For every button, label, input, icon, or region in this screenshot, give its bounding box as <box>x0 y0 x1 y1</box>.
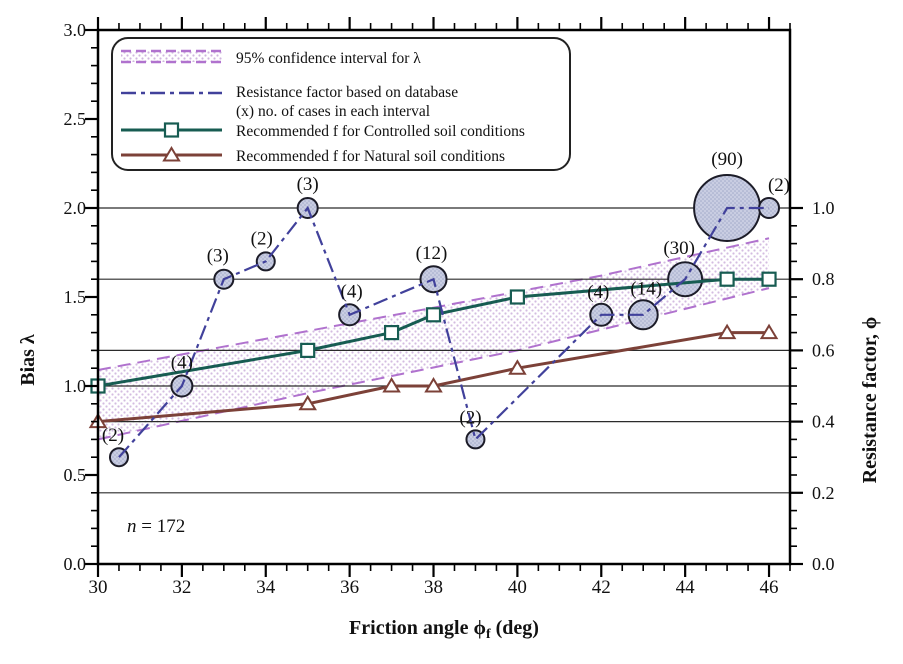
database-count-label: (2) <box>251 228 273 249</box>
x-tick-label: 40 <box>508 577 527 598</box>
database-count-label: (4) <box>171 353 193 374</box>
natural-marker <box>759 323 779 340</box>
y-right-tick-label: 1.0 <box>812 198 835 218</box>
y-axis-title-left: Bias λ <box>17 334 39 386</box>
legend-band-swatch <box>121 51 222 62</box>
controlled-marker <box>761 271 777 287</box>
database-count-label: (3) <box>297 174 319 195</box>
y-right-tick-label: 0.8 <box>812 269 835 289</box>
confidence-band-lower-edge <box>97 287 770 441</box>
y-axis-title-right: Resistance factor, ϕ <box>859 317 881 484</box>
legend-label-controlled: Recommended f for Controlled soil condit… <box>236 123 525 140</box>
controlled-marker <box>300 342 316 358</box>
sample-size-annotation: n = 172 <box>127 516 185 537</box>
x-tick-label: 30 <box>89 577 108 598</box>
natural-marker <box>424 377 443 393</box>
controlled-marker <box>383 325 400 341</box>
database-count-label: (4) <box>587 282 609 303</box>
y-left-tick-label: 2.0 <box>64 198 87 218</box>
database-count-label: (2) <box>102 425 124 446</box>
x-tick-label: 34 <box>256 577 276 598</box>
controlled-marker <box>425 307 442 323</box>
y-left-tick-label: 1.5 <box>64 287 87 307</box>
database-count-label: (3) <box>207 246 229 267</box>
y-right-tick-label: 0.2 <box>812 483 835 503</box>
legend-label-database-2: (x) no. of cases in each interval <box>236 103 430 120</box>
axis-ticks <box>85 17 803 577</box>
controlled-series <box>90 271 777 394</box>
controlled-marker <box>719 271 735 287</box>
x-tick-label: 36 <box>340 577 359 598</box>
legend: 95% confidence interval for λ Resistance … <box>111 37 571 171</box>
natural-marker <box>717 323 737 340</box>
database-line <box>118 205 770 458</box>
legend-controlled-marker <box>163 122 180 138</box>
legend-label-database: Resistance factor based on database <box>236 84 458 101</box>
x-tick-label: 38 <box>424 577 443 598</box>
database-count-label: (2) <box>459 407 481 428</box>
x-tick-label: 32 <box>172 577 191 598</box>
controlled-marker <box>509 289 525 305</box>
tick-labels: 30 32 34 36 38 40 42 44 46 0.0 0.5 1.0 1.5 2.0 2.5 3.0 0… <box>64 20 835 598</box>
database-count-labels: (2) (4) (3) (2) (3) (4) (12) (2) (4) (14)(30) (90)… <box>102 149 790 446</box>
y-left-tick-label: 2.5 <box>64 109 87 129</box>
database-count-label: (14) <box>630 278 662 299</box>
y-left-tick-label: 0.5 <box>64 465 87 485</box>
y-right-tick-label: 0.0 <box>812 554 835 574</box>
y-right-tick-label: 0.6 <box>812 340 835 360</box>
y-right-tick-label: 0.4 <box>812 412 835 432</box>
y-left-tick-label: 0.0 <box>64 554 87 574</box>
x-tick-label: 46 <box>760 577 779 598</box>
x-axis-title: Friction angle ϕf (deg) <box>349 617 539 642</box>
legend-natural-marker <box>162 146 181 162</box>
database-count-label: (90) <box>711 149 743 170</box>
legend-box <box>111 37 571 171</box>
natural-marker <box>382 377 401 393</box>
x-tick-label: 42 <box>592 577 611 598</box>
database-count-label: (12) <box>416 243 448 264</box>
natural-marker <box>298 394 317 411</box>
y-left-tick-label: 3.0 <box>64 20 87 40</box>
legend-label-confidence-band: 95% confidence interval for λ <box>236 50 421 67</box>
database-count-label: (4) <box>341 281 363 302</box>
y-left-tick-label: 1.0 <box>64 376 87 396</box>
database-count-label: (2) <box>768 175 790 196</box>
x-tick-label: 44 <box>676 577 696 598</box>
legend-label-natural: Recommended f for Natural soil condition… <box>236 148 505 165</box>
natural-marker <box>508 359 527 375</box>
database-count-label: (30) <box>663 238 695 259</box>
